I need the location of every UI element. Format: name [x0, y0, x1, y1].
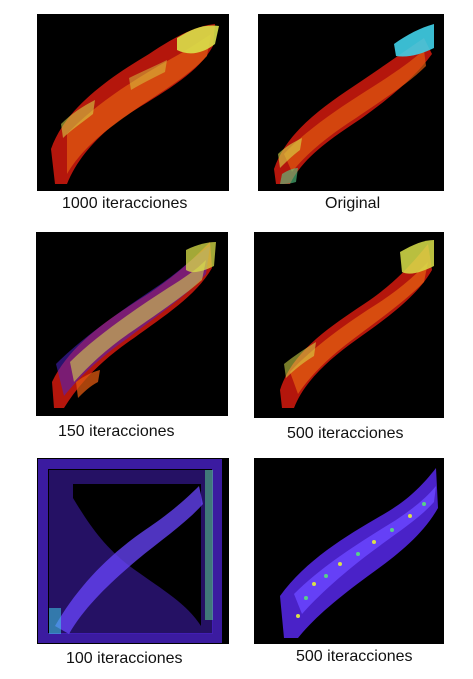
panel-original [258, 14, 444, 191]
panel-100-iterations [37, 458, 229, 644]
caption-100-iterations: 100 iteracciones [66, 650, 183, 667]
segmentation-image-150 [52, 242, 216, 408]
segmentation-image-1000 [51, 24, 219, 184]
caption-1000-iterations: 1000 iteracciones [62, 195, 188, 212]
panel-500-iterations-bottom [254, 458, 444, 644]
caption-500-iterations-top: 500 iteracciones [287, 425, 404, 442]
caption-150-iterations: 150 iteracciones [58, 423, 175, 440]
segmentation-image-500-top [280, 240, 434, 408]
panel-500-iterations-top [254, 232, 444, 418]
segmentation-image-100 [38, 459, 222, 643]
panel-1000-iterations [37, 14, 229, 191]
caption-500-iterations-bottom: 500 iteracciones [296, 648, 413, 665]
segmentation-image-500-bottom [280, 468, 438, 638]
segmentation-image-original [274, 24, 434, 184]
caption-original: Original [325, 195, 381, 212]
panel-150-iterations [36, 232, 228, 416]
